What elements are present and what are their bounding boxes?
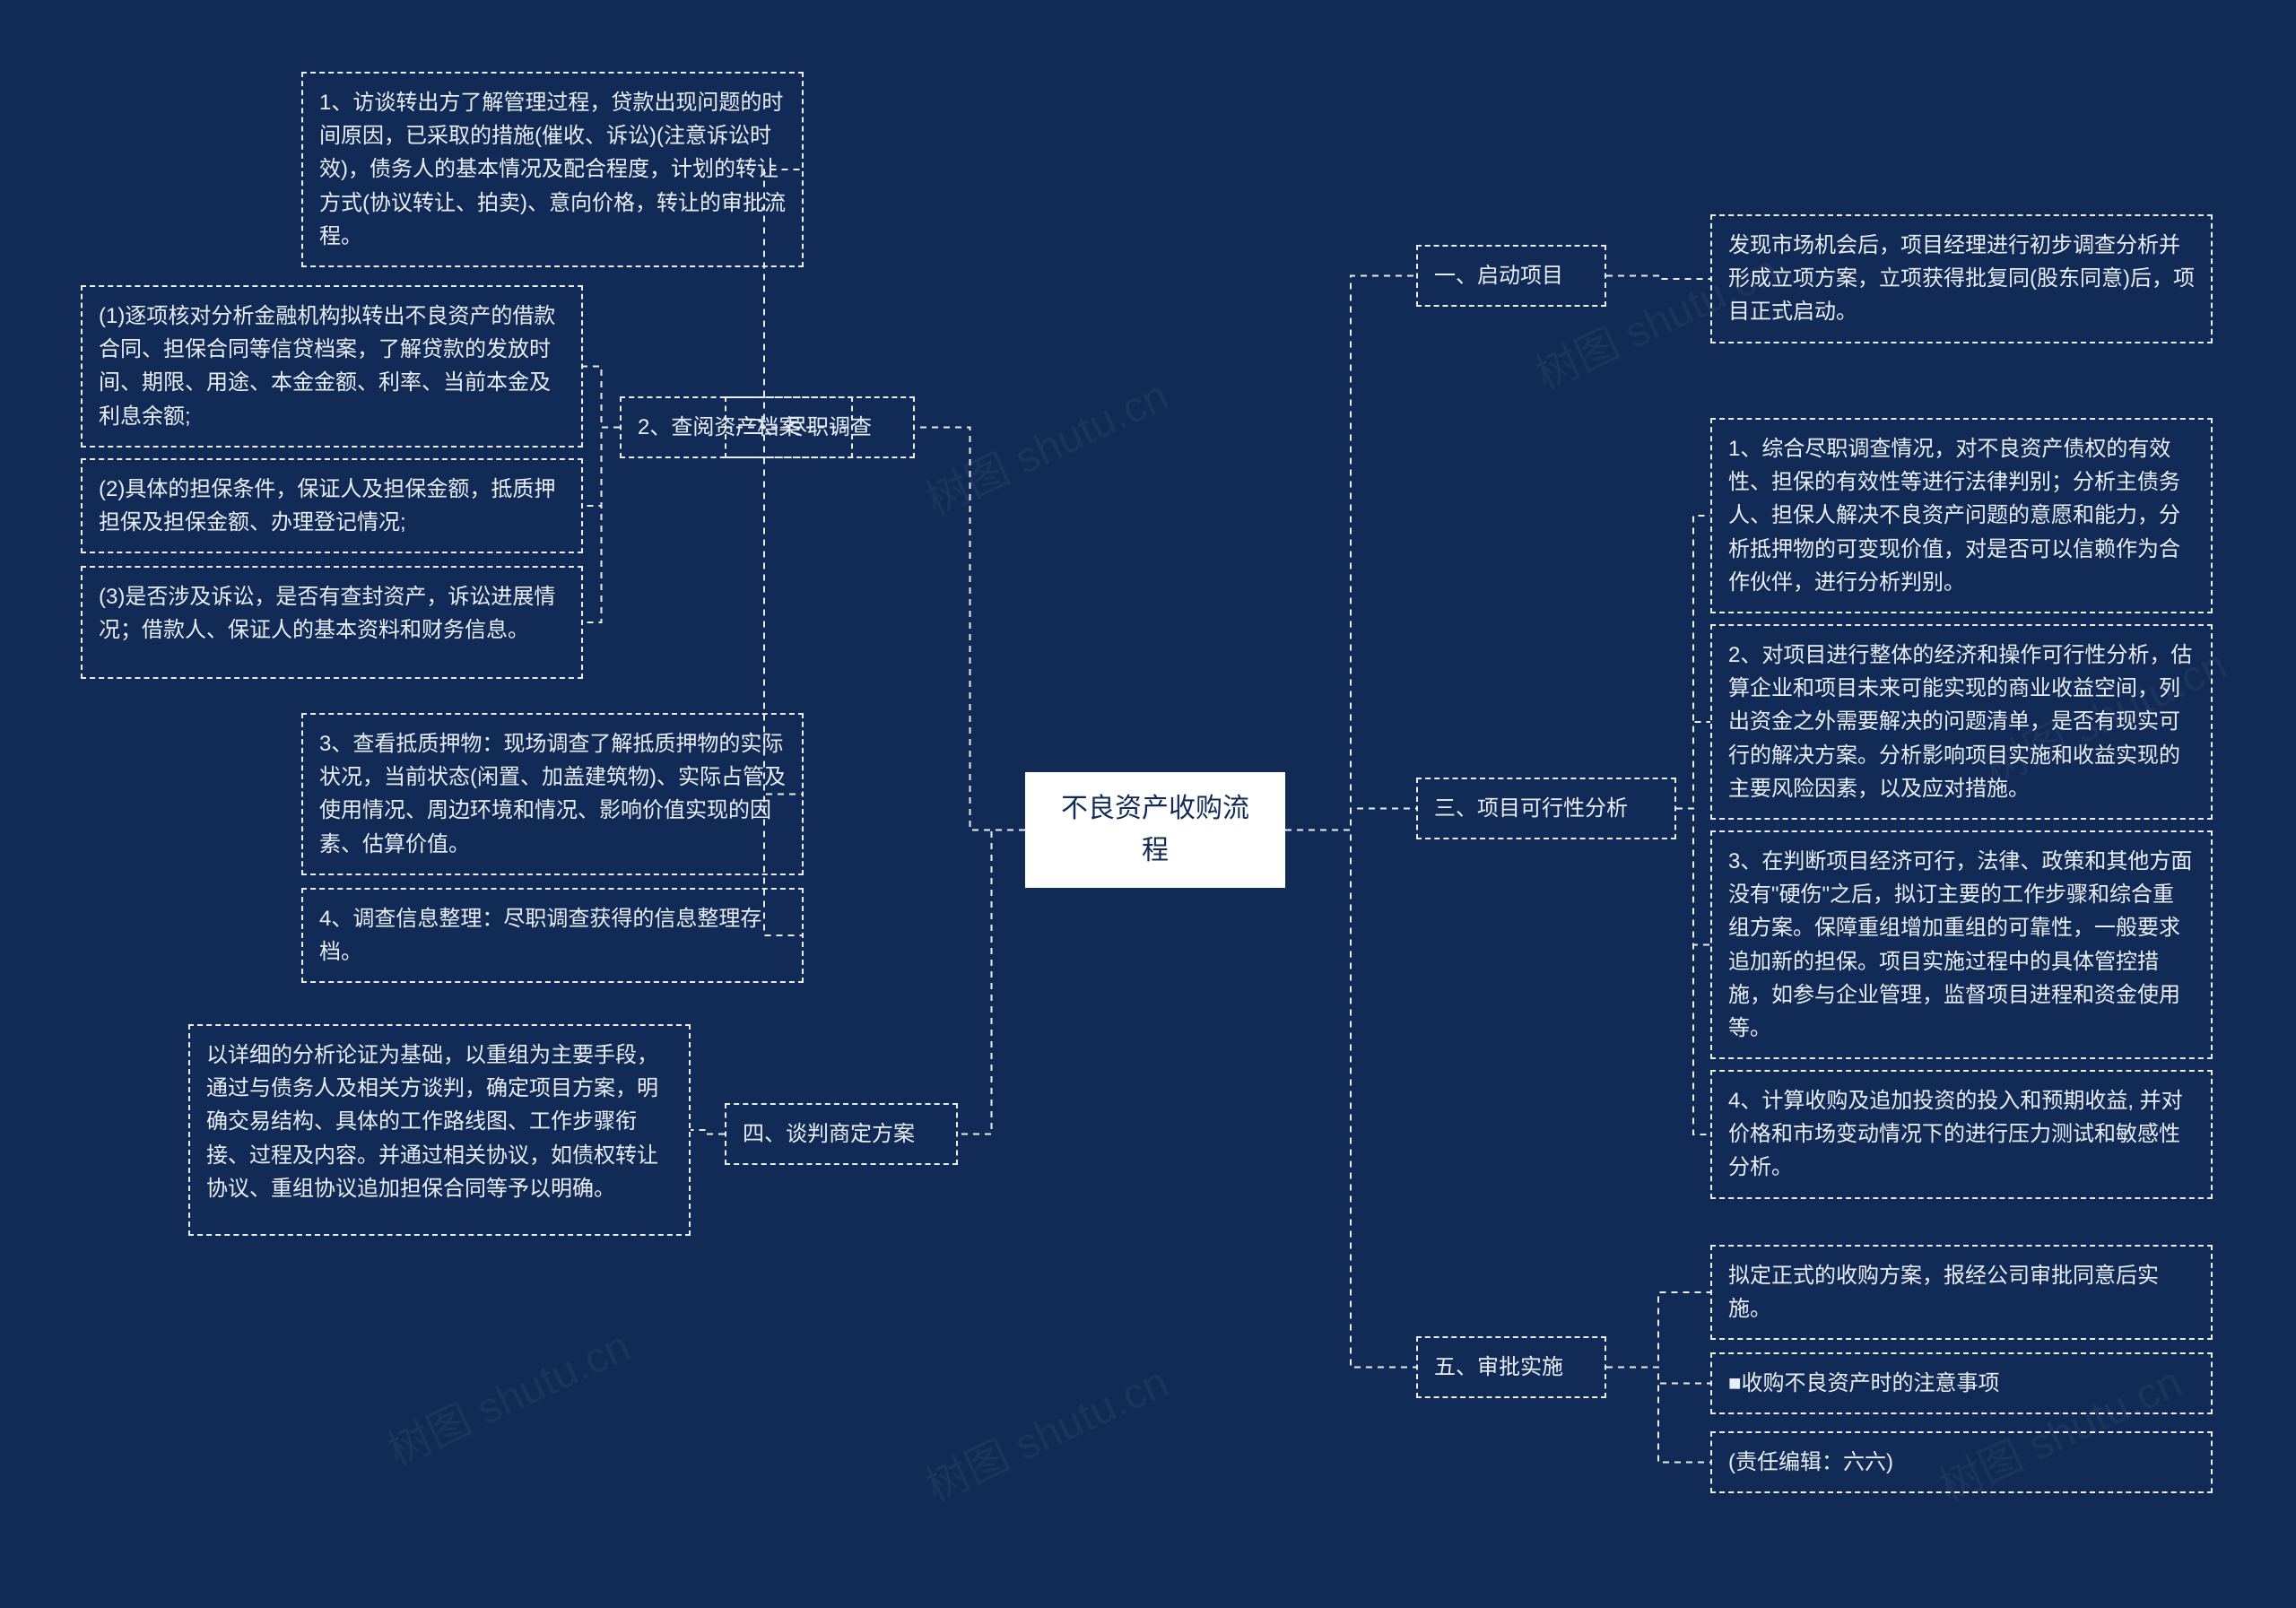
branch-2-item-4: 4、调查信息整理：尽职调查获得的信息整理存档。 [301,888,804,983]
branch-2-item-3: 3、查看抵质押物：现场调查了解抵质押物的实际状况，当前状态(闲置、加盖建筑物)、… [301,713,804,875]
branch-2-item-2-sub-1: (1)逐项核对分析金融机构拟转出不良资产的借款合同、担保合同等信贷档案，了解贷款… [81,285,583,448]
watermark: 树图 shutu.cn [376,1311,639,1478]
branch-5: 五、审批实施 [1416,1336,1606,1398]
watermark: 树图 shutu.cn [914,361,1177,527]
branch-1: 一、启动项目 [1416,245,1606,307]
branch-4-item-1: 以详细的分析论证为基础，以重组为主要手段，通过与债务人及相关方谈判，确定项目方案… [188,1024,691,1236]
branch-5-item-1: 拟定正式的收购方案，报经公司审批同意后实施。 [1710,1245,2213,1340]
watermark: 树图 shutu.cn [914,1347,1177,1514]
branch-2-item-1: 1、访谈转出方了解管理过程，贷款出现问题的时间原因，已采取的措施(催收、诉讼)(… [301,72,804,267]
branch-3-item-1: 1、综合尽职调查情况，对不良资产债权的有效性、担保的有效性等进行法律判别；分析主… [1710,418,2213,613]
branch-3-item-2: 2、对项目进行整体的经济和操作可行性分析，估算企业和项目未来可能实现的商业收益空… [1710,624,2213,820]
branch-2-item-2-sub-2: (2)具体的担保条件，保证人及担保金额，抵质押担保及担保金额、办理登记情况; [81,458,583,553]
branch-2-item-2-sub-3: (3)是否涉及诉讼，是否有查封资产，诉讼进展情况；借款人、保证人的基本资料和财务… [81,566,583,679]
branch-5-item-2: ■收购不良资产时的注意事项 [1710,1352,2213,1414]
root-node: 不良资产收购流程 [1025,772,1285,888]
branch-1-item-1: 发现市场机会后，项目经理进行初步调查分析并形成立项方案，立项获得批复同(股东同意… [1710,214,2213,343]
branch-3: 三、项目可行性分析 [1416,778,1676,839]
branch-5-item-3: (责任编辑：六六) [1710,1431,2213,1493]
branch-2-item-2: 2、查阅资产档案 [620,396,853,458]
branch-3-item-4: 4、计算收购及追加投资的投入和预期收益, 并对价格和市场变动情况下的进行压力测试… [1710,1070,2213,1199]
branch-3-item-3: 3、在判断项目经济可行，法律、政策和其他方面没有"硬伤"之后，拟订主要的工作步骤… [1710,830,2213,1059]
branch-4: 四、谈判商定方案 [725,1103,958,1165]
